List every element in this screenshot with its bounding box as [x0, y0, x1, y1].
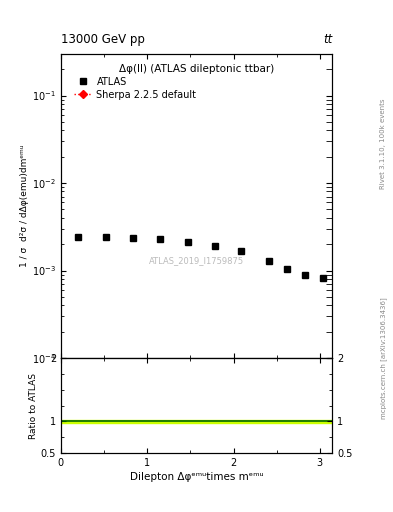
ATLAS	[212, 243, 217, 249]
Line: ATLAS: ATLAS	[75, 234, 327, 282]
Text: mcplots.cern.ch [arXiv:1306.3436]: mcplots.cern.ch [arXiv:1306.3436]	[380, 297, 387, 419]
Text: tt: tt	[323, 33, 332, 46]
X-axis label: Dilepton Δφᵉᵐᵘtimes mᵉᵐᵘ: Dilepton Δφᵉᵐᵘtimes mᵉᵐᵘ	[130, 472, 263, 482]
Bar	[61, 420, 332, 423]
ATLAS	[185, 239, 190, 245]
Y-axis label: Ratio to ATLAS: Ratio to ATLAS	[29, 373, 38, 439]
Legend: ATLAS, Sherpa 2.2.5 default: ATLAS, Sherpa 2.2.5 default	[71, 74, 199, 102]
ATLAS	[131, 235, 136, 241]
Text: Rivet 3.1.10, 100k events: Rivet 3.1.10, 100k events	[380, 98, 386, 188]
ATLAS	[266, 259, 271, 265]
ATLAS	[303, 271, 308, 278]
ATLAS	[76, 234, 81, 240]
Text: 13000 GeV pp: 13000 GeV pp	[61, 33, 145, 46]
ATLAS	[158, 236, 163, 242]
Text: ATLAS_2019_I1759875: ATLAS_2019_I1759875	[149, 256, 244, 265]
ATLAS	[103, 234, 108, 240]
Y-axis label: 1 / σ  d²σ / dΔφ(emu)dmᵉᵐᵘ: 1 / σ d²σ / dΔφ(emu)dmᵉᵐᵘ	[20, 145, 29, 267]
ATLAS	[285, 266, 289, 272]
ATLAS	[239, 248, 244, 254]
Text: Δφ(ll) (ATLAS dileptonic ttbar): Δφ(ll) (ATLAS dileptonic ttbar)	[119, 65, 274, 74]
ATLAS	[321, 275, 326, 281]
